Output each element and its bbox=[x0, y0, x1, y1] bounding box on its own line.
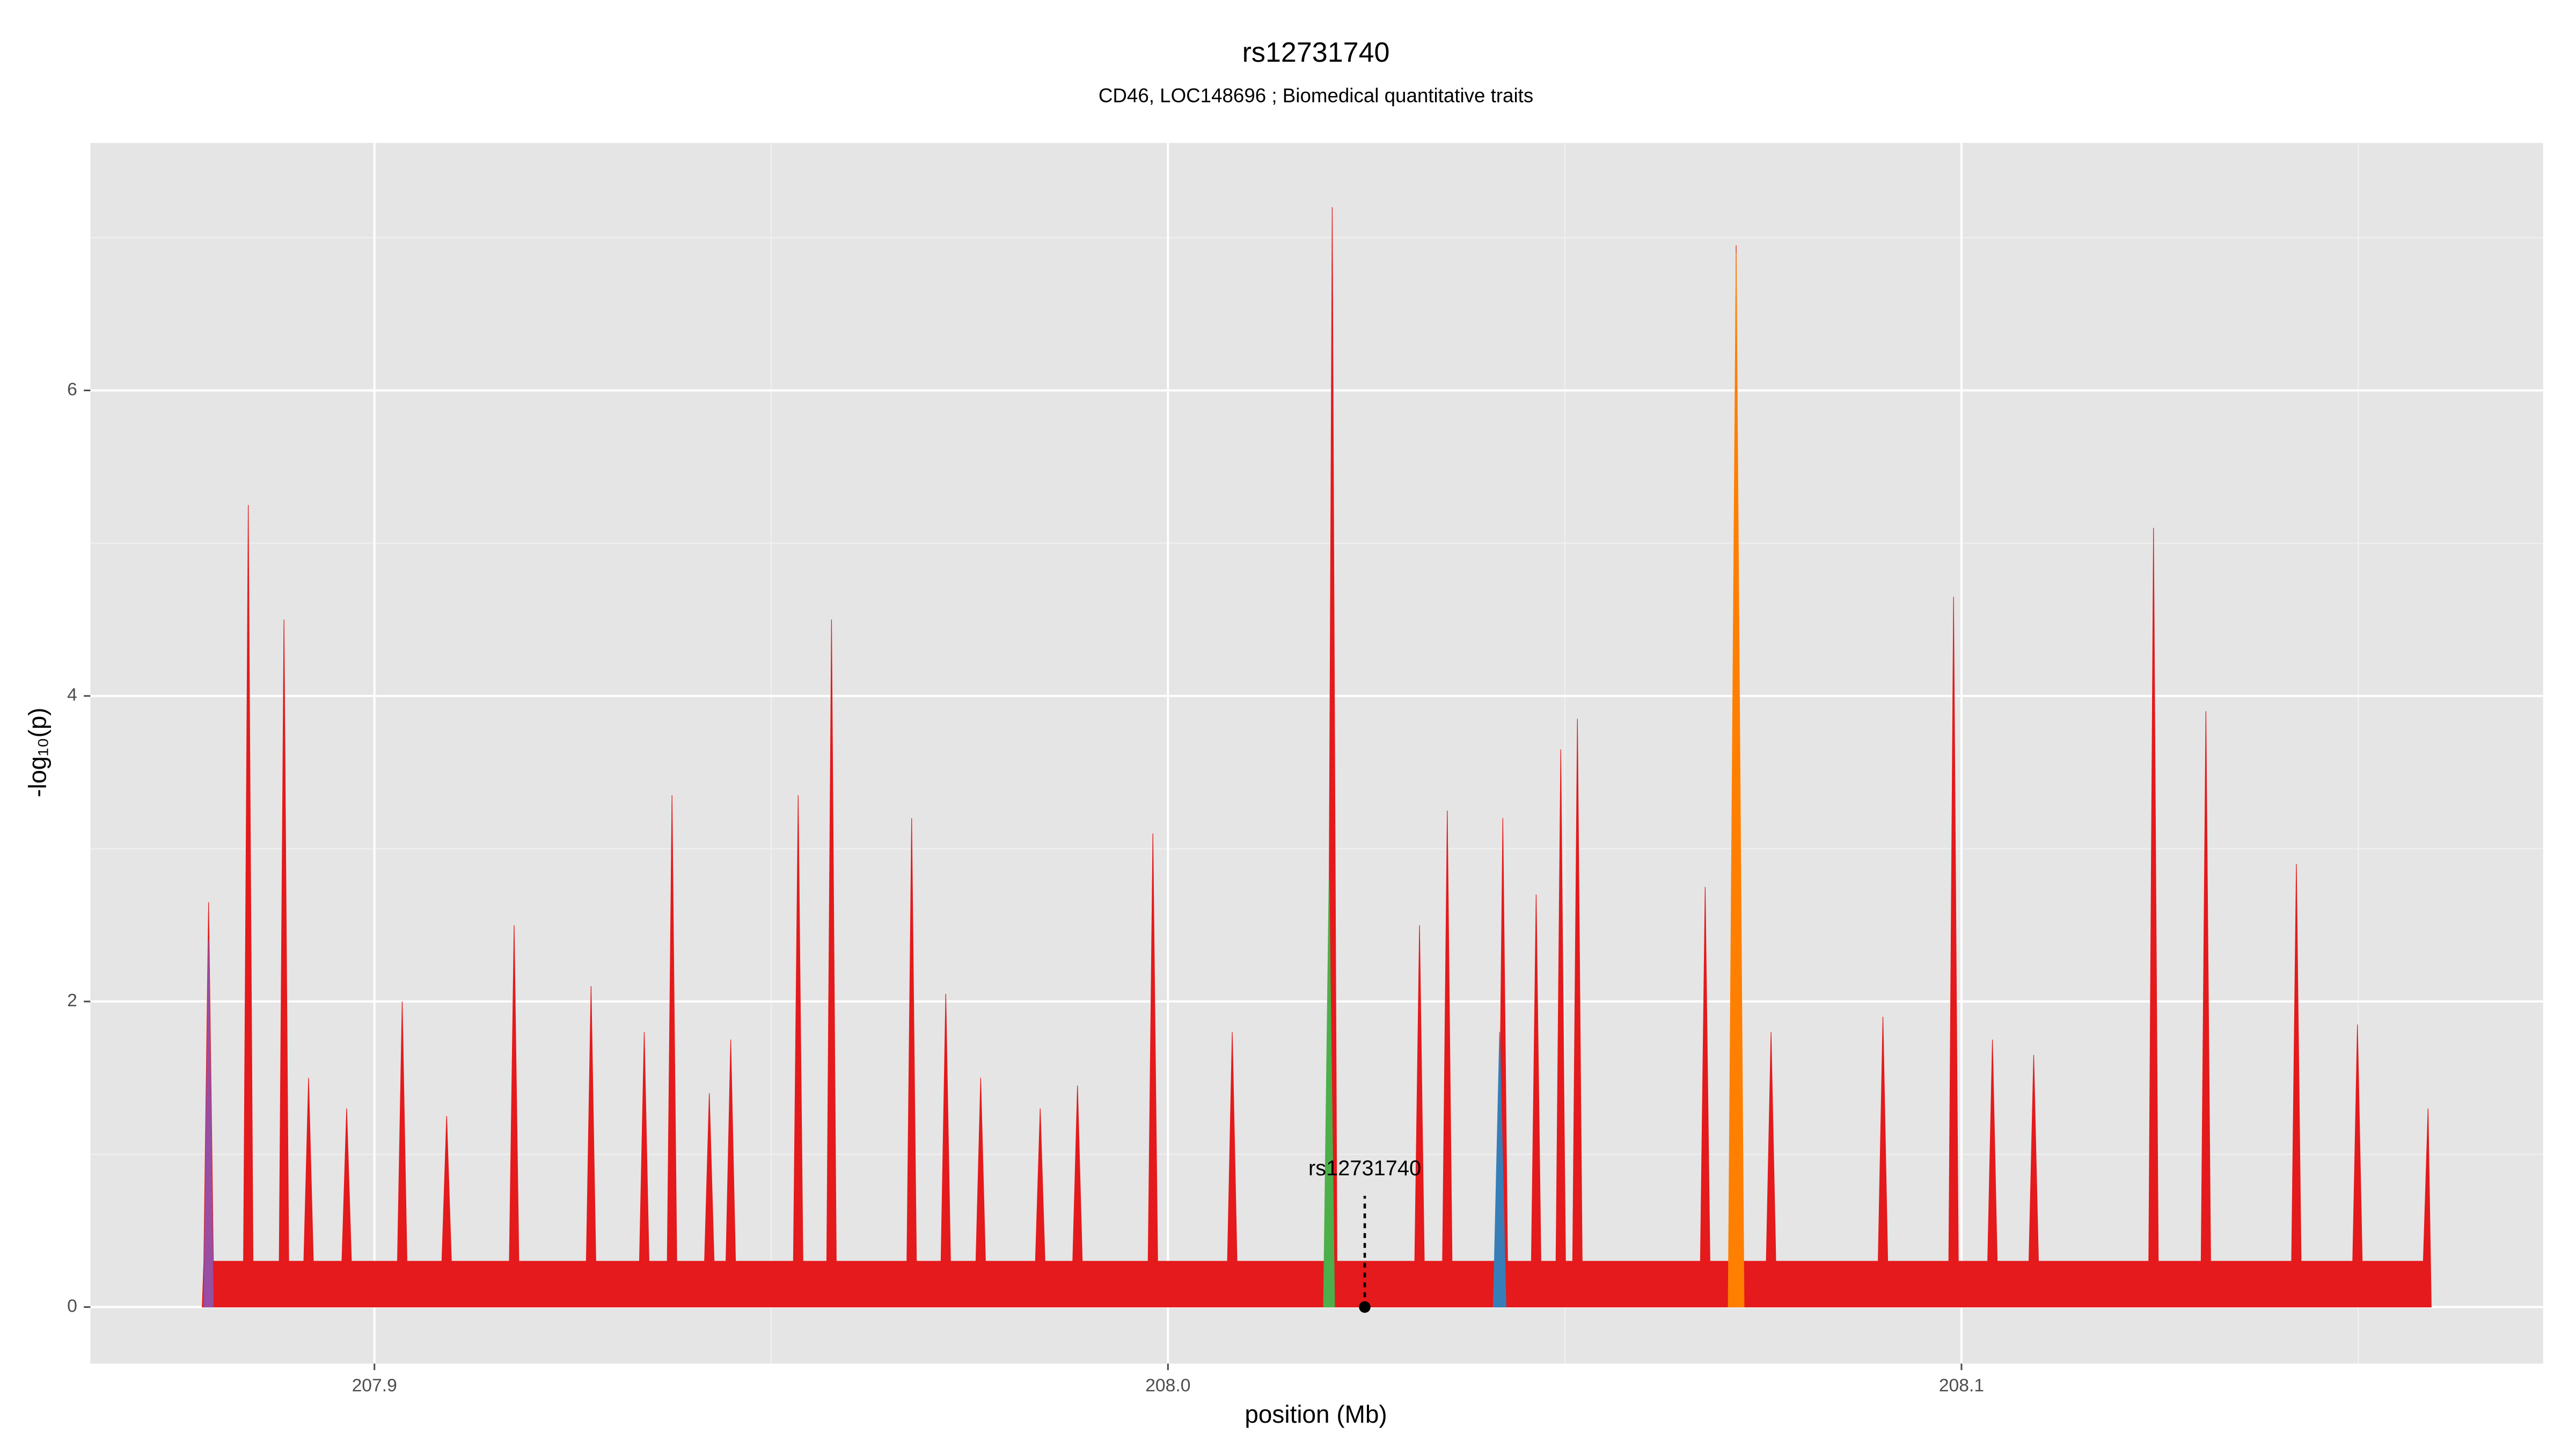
y-tick-label: 0 bbox=[67, 1296, 77, 1316]
chart-title: rs12731740 bbox=[1242, 37, 1390, 68]
area bbox=[1492, 1032, 1506, 1308]
y-tick-label: 2 bbox=[67, 991, 77, 1011]
area bbox=[1728, 253, 1745, 1308]
x-tick-label: 208.0 bbox=[1145, 1376, 1190, 1396]
x-axis-label: position (Mb) bbox=[1245, 1400, 1387, 1428]
area bbox=[202, 207, 2432, 1308]
area bbox=[203, 940, 214, 1308]
y-tick-label: 4 bbox=[67, 685, 77, 705]
panel bbox=[90, 143, 2543, 1364]
y-tick-label: 6 bbox=[67, 379, 77, 399]
chart-subtitle: CD46, LOC148696 ; Biomedical quantitativ… bbox=[1099, 84, 1533, 106]
marks: rs12731740 bbox=[202, 207, 2432, 1313]
axes: 207.9 208.0 208.1 0 2 4 6 bbox=[67, 379, 1984, 1395]
area bbox=[1323, 879, 1335, 1308]
y-axis-label: -log₁₀(p) bbox=[24, 707, 52, 797]
x-tick-label: 208.1 bbox=[1939, 1376, 1984, 1396]
x-tick-label: 207.9 bbox=[352, 1376, 397, 1396]
annotation-label: rs12731740 bbox=[1308, 1157, 1421, 1180]
annotation-point bbox=[1359, 1301, 1371, 1313]
